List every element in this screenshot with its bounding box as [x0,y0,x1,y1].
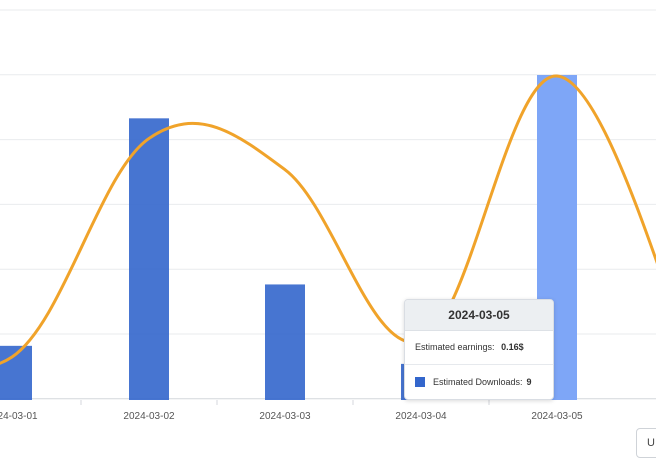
tooltip-earnings-row: Estimated earnings: 0.16$ [415,342,524,352]
bar [265,284,305,400]
tooltip-downloads-row: Estimated Downloads: 9 [415,377,532,387]
gridlines [0,9,656,400]
chart-tooltip: 2024-03-05 Estimated earnings: 0.16$ Est… [404,299,554,400]
downloads-swatch-icon [415,377,425,387]
x-tick-label: 2024-03-02 [123,411,175,422]
tooltip-earnings-label: Estimated earnings: [415,342,495,352]
corner-button[interactable]: U [636,428,656,458]
x-tick-label: 2024-03-05 [531,411,583,422]
tooltip-earnings-value: 0.16$ [501,342,524,352]
earnings-line [0,74,656,365]
bar [129,118,169,400]
tooltip-title: 2024-03-05 [405,300,553,331]
x-tick-label: 2024-03-01 [0,411,38,422]
line-series [0,74,656,365]
x-axis-ticks: 2024-03-01 2024-03-02 2024-03-03 2024-03-04… [0,400,583,422]
tooltip-downloads-value: 9 [526,377,532,387]
tooltip-downloads-label: Estimated Downloads: [433,377,523,387]
x-tick-label: 2024-03-03 [259,411,311,422]
tooltip-divider [405,364,553,365]
x-tick-label: 2024-03-04 [395,411,447,422]
